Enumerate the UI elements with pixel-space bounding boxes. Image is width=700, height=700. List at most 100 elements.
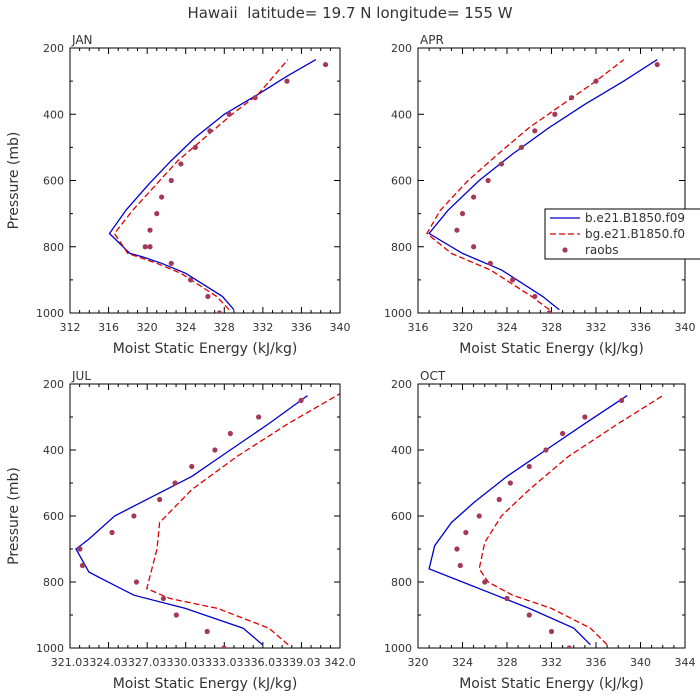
obs-point [568, 95, 575, 101]
x-tick-label: 320 [452, 321, 473, 334]
x-tick-label: 336 [586, 656, 607, 669]
obs-point [160, 595, 167, 602]
x-tick-label: 332 [252, 321, 273, 334]
x-tick-label: 324 [452, 656, 473, 669]
obs-point [543, 447, 549, 453]
legend-label: b.e21.B1850.f09 [585, 211, 685, 225]
x-tick-label: 332 [586, 321, 607, 334]
x-tick-label: 312 [60, 321, 81, 334]
x-axis-label: Moist Static Energy (kJ/kg) [459, 676, 644, 692]
obs-point [227, 430, 233, 437]
obs-point [526, 612, 532, 618]
y-axis-label: Pressure (mb) [6, 467, 22, 565]
obs-point [654, 61, 660, 68]
x-tick-label: 316 [408, 321, 429, 334]
y-tick-label: 200 [43, 378, 64, 391]
x-tick-label: 328 [541, 321, 562, 334]
series-line-model2 [113, 59, 289, 311]
obs-point [471, 244, 477, 250]
y-tick-label: 600 [391, 510, 412, 523]
obs-point [79, 562, 86, 569]
series-line-model1 [75, 395, 308, 646]
y-tick-label: 600 [43, 175, 64, 188]
x-axis-label: Moist Static Energy (kJ/kg) [459, 341, 644, 357]
obs-point [496, 496, 502, 503]
plot-frame [417, 47, 686, 314]
obs-point [454, 546, 460, 552]
y-tick-label: 200 [43, 42, 64, 55]
legend-swatch-obs [562, 247, 568, 253]
obs-point [173, 612, 179, 618]
obs-point [532, 293, 538, 300]
series-line-model1 [428, 59, 658, 311]
x-tick-label: 324 [497, 321, 518, 334]
x-tick-label: 328 [214, 321, 235, 334]
obs-point [322, 61, 329, 68]
y-tick-label: 200 [391, 42, 412, 55]
obs-point [509, 277, 516, 283]
obs-point [546, 310, 552, 313]
series-line-model1 [108, 59, 317, 311]
y-tick-label: 200 [391, 378, 412, 391]
obs-point [256, 414, 262, 420]
y-tick-label: 800 [391, 576, 412, 589]
obs-point [77, 546, 83, 552]
panel-label: JUL [71, 369, 91, 383]
obs-point [457, 562, 463, 569]
obs-point [221, 645, 227, 648]
obs-point [212, 447, 218, 453]
obs-point [560, 430, 566, 437]
y-tick-label: 1000 [36, 307, 64, 320]
legend-label: raobs [585, 243, 619, 257]
x-tick-label: 324.03 [89, 656, 128, 669]
panel-label: APR [420, 33, 444, 47]
y-tick-label: 600 [391, 175, 412, 188]
x-tick-label: 340 [630, 656, 651, 669]
obs-point [204, 628, 210, 635]
x-tick-label: 339.03 [282, 656, 321, 669]
y-tick-label: 800 [43, 576, 64, 589]
obs-point [454, 227, 460, 233]
x-tick-label: 336 [630, 321, 651, 334]
obs-point [192, 144, 198, 150]
obs-point [471, 194, 477, 200]
obs-point [566, 645, 572, 648]
obs-point [205, 293, 211, 300]
y-axis-label: Pressure (mb) [6, 132, 22, 230]
x-tick-label: 320 [137, 321, 158, 334]
obs-point [168, 260, 174, 266]
panel-label: JAN [71, 33, 93, 47]
obs-point [147, 227, 153, 233]
obs-point [487, 260, 493, 266]
obs-point [618, 397, 625, 404]
obs-point [159, 194, 165, 200]
obs-point [207, 128, 213, 134]
obs-point [172, 480, 178, 486]
obs-point [252, 95, 258, 101]
obs-point [157, 496, 163, 503]
obs-point [147, 244, 153, 250]
x-tick-label: 336 [291, 321, 312, 334]
x-tick-label: 327.03 [128, 656, 167, 669]
panel-apr: APR 316 320 324 328 332 336 340 200 400 600 800 1000… [384, 33, 700, 357]
obs-point [187, 277, 194, 283]
obs-point [476, 513, 482, 519]
plot-frame [69, 47, 341, 314]
y-tick-label: 800 [43, 241, 64, 254]
series-line-model2 [478, 395, 664, 646]
obs-point [582, 414, 588, 420]
obs-point [216, 310, 223, 313]
x-tick-label: 332 [541, 656, 562, 669]
obs-point [459, 211, 466, 217]
panel-label: OCT [420, 369, 446, 383]
series-line-model1 [428, 395, 628, 646]
obs-point [284, 78, 290, 84]
y-tick-label: 1000 [36, 642, 64, 655]
obs-point [154, 211, 160, 217]
x-tick-label: 324 [175, 321, 196, 334]
plot-area [428, 395, 664, 648]
figure-title: Hawaii latitude= 19.7 N longitude= 155 W [187, 4, 512, 22]
panel-jan: JAN 312 316 320 324 328 332 336 340 200 400 600 800 1… [6, 33, 351, 357]
y-tick-label: 400 [43, 444, 64, 457]
